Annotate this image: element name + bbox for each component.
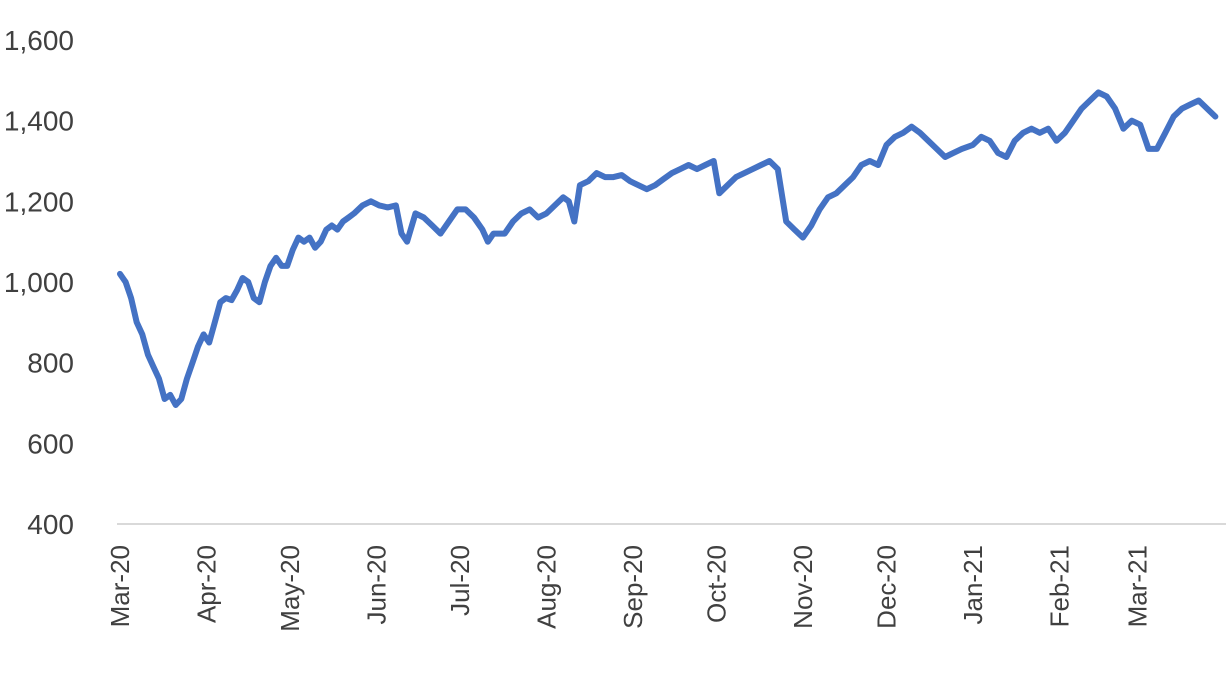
x-tick-label: Feb-21	[1044, 545, 1074, 627]
x-tick-label: Oct-20	[701, 545, 731, 623]
x-tick-label: Mar-20	[105, 545, 135, 627]
y-tick-label: 800	[27, 348, 74, 379]
x-tick-label: Aug-20	[531, 545, 561, 629]
series-line	[117, 89, 1219, 408]
x-tick-label: May-20	[275, 545, 305, 632]
y-axis-tick-labels: 400 600 800 1,000 1,200 1,400 1,600	[4, 25, 74, 540]
x-tick-label: Jul-20	[445, 545, 475, 616]
y-tick-label: 1,600	[4, 25, 74, 56]
x-tick-label: Jun-20	[361, 545, 391, 625]
y-tick-label: 600	[27, 428, 74, 459]
series-layer	[117, 89, 1219, 408]
x-tick-label: Jan-21	[958, 545, 988, 625]
y-tick-label: 1,200	[4, 186, 74, 217]
y-tick-label: 1,400	[4, 106, 74, 137]
y-tick-label: 1,000	[4, 267, 74, 298]
x-tick-label: Mar-21	[1122, 545, 1152, 627]
x-tick-label: Sep-20	[618, 545, 648, 629]
x-tick-label: Nov-20	[788, 545, 818, 629]
x-tick-label: Apr-20	[191, 545, 221, 623]
x-axis-tick-labels: Mar-20 Apr-20 May-20 Jun-20 Jul-20 Aug-20 Sep-…	[105, 545, 1152, 632]
y-tick-label: 400	[27, 509, 74, 540]
x-tick-label: Dec-20	[872, 545, 902, 629]
